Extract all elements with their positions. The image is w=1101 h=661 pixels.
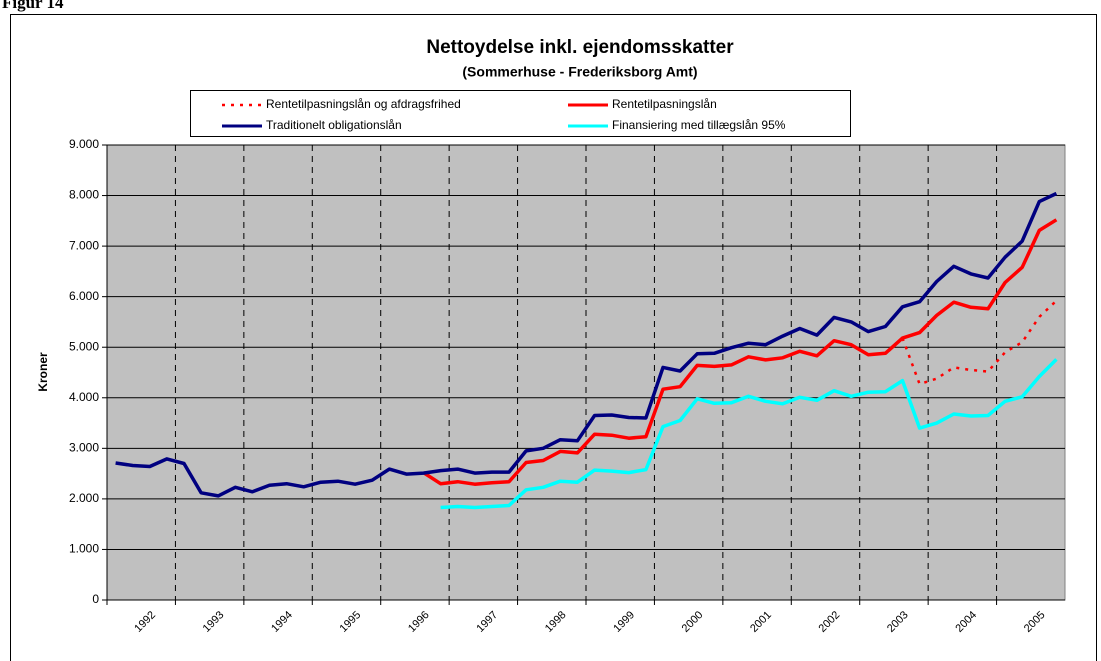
- y-tick-label: 9.000: [69, 137, 99, 151]
- series-line: [115, 191, 1058, 498]
- legend-label: Traditionelt obligationslån: [266, 118, 402, 132]
- legend-label: Finansiering med tillægslån 95%: [612, 118, 786, 132]
- y-tick-label: 2.000: [69, 491, 99, 505]
- y-tick-label: 1.000: [69, 542, 99, 556]
- legend: [190, 90, 851, 137]
- y-tick-label: 5.000: [69, 339, 99, 353]
- chart-subtitle: (Sommerhuse - Frederiksborg Amt): [462, 64, 697, 80]
- legend-label: Rentetilpasningslån og afdragsfrihed: [266, 97, 461, 111]
- y-tick-label: 4.000: [69, 390, 99, 404]
- chart-title: Nettoydelse inkl. ejendomsskatter: [426, 37, 734, 58]
- legend-label: Rentetilpasningslån: [612, 97, 717, 111]
- y-tick-label: 3.000: [69, 441, 99, 455]
- figure-label: Figur 14: [2, 0, 64, 12]
- y-tick-label: 6.000: [69, 289, 99, 303]
- y-tick-label: 8.000: [69, 188, 99, 202]
- series-line: [440, 358, 1058, 510]
- y-axis-label: Kroner: [36, 352, 50, 392]
- series-line: [901, 299, 1058, 386]
- y-tick-label: 0: [92, 592, 99, 606]
- series-line: [422, 218, 1058, 486]
- y-tick-label: 7.000: [69, 238, 99, 252]
